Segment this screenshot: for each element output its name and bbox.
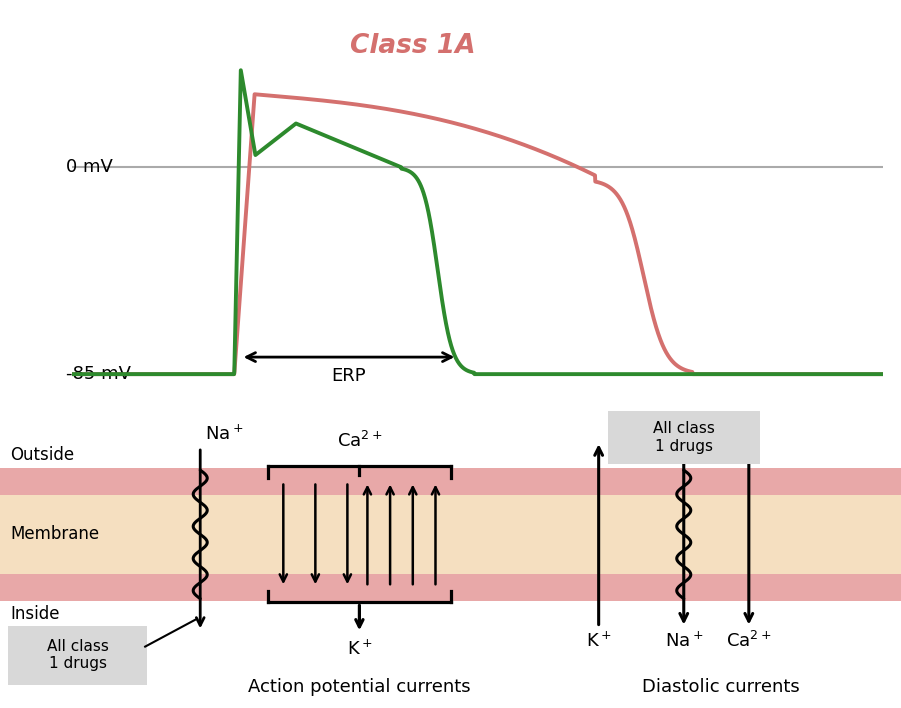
Bar <box>0 495 901 573</box>
Text: All class
1 drugs: All class 1 drugs <box>653 421 714 454</box>
Bar <box>0 573 901 600</box>
FancyBboxPatch shape <box>607 411 760 464</box>
Text: Diastolic currents: Diastolic currents <box>642 678 800 697</box>
Text: -85 mV: -85 mV <box>66 365 131 383</box>
Text: Ca$^{2+}$: Ca$^{2+}$ <box>726 632 771 651</box>
Text: Inside: Inside <box>10 605 59 623</box>
Text: Outside: Outside <box>10 446 74 464</box>
Text: Class 1A: Class 1A <box>350 33 476 59</box>
Text: 0 mV: 0 mV <box>66 159 113 176</box>
Text: Action potential currents: Action potential currents <box>248 678 470 697</box>
Text: K$^+$: K$^+$ <box>347 639 372 658</box>
Text: K$^+$: K$^+$ <box>586 632 612 651</box>
Text: Ca$^{2+}$: Ca$^{2+}$ <box>337 431 382 451</box>
Text: Na$^+$: Na$^+$ <box>665 632 703 651</box>
Text: ERP: ERP <box>332 367 367 385</box>
FancyBboxPatch shape <box>8 625 147 685</box>
Text: All class
1 drugs: All class 1 drugs <box>47 639 108 671</box>
Text: Membrane: Membrane <box>10 525 99 543</box>
Bar <box>0 468 901 495</box>
Text: Na$^+$: Na$^+$ <box>205 424 243 443</box>
